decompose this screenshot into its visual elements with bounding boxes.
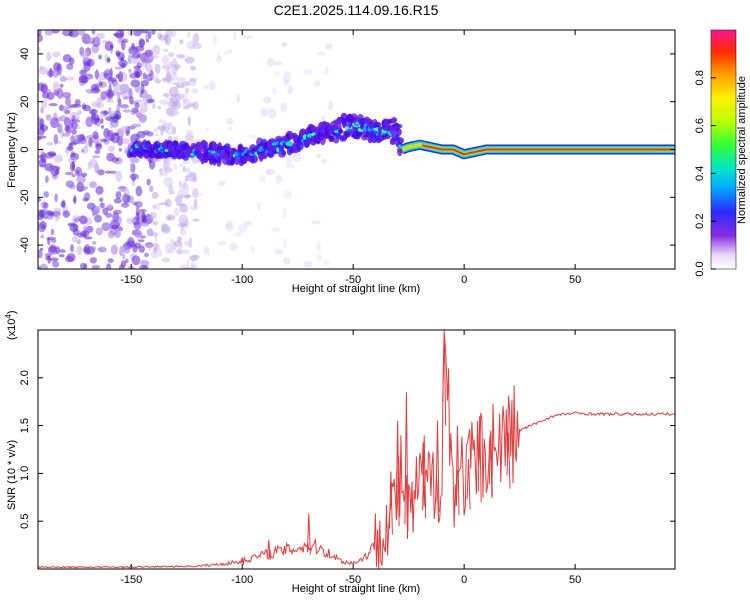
spectrogram-x-tick: -100	[231, 274, 253, 286]
snr-spike	[306, 513, 311, 555]
snr-y-tick: 2.0	[19, 370, 31, 385]
snr-x-tick: 0	[461, 574, 467, 586]
snr-plot-area	[38, 330, 675, 569]
snr-x-label: Height of straight line (km)	[292, 583, 420, 595]
snr-spike	[466, 459, 471, 510]
snr-spike	[395, 420, 400, 527]
snr-spike	[404, 392, 409, 531]
spectrogram-x-tick: -150	[120, 274, 142, 286]
snr-y-tick: 0.5	[19, 514, 31, 529]
spectrogram-y-tick: 20	[19, 96, 31, 108]
spectrogram-axes: -150 -100 -50 0 50 -40 -20 0 20 40	[19, 30, 675, 286]
snr-spike	[435, 420, 440, 512]
colorbar-tick: 0.0	[694, 261, 706, 276]
colorbar-tick: 0.2	[694, 214, 706, 229]
colorbar-tick: 0.8	[694, 70, 706, 85]
snr-x-tick: 50	[569, 574, 581, 586]
snr-spike	[240, 557, 245, 565]
snr-axes: -150 -100 -50 0 50 0.5 1.0 1.5 2.0	[19, 330, 675, 586]
spectrogram-x-label: Height of straight line (km)	[292, 283, 420, 295]
snr-x-tick: -50	[345, 574, 361, 586]
snr-frame	[37, 329, 676, 570]
snr-spike	[455, 425, 460, 516]
colorbar-tick: 0.4	[694, 166, 706, 181]
spectrogram-y-tick: -20	[19, 189, 31, 205]
spectrogram-y-tick: -40	[19, 237, 31, 253]
snr-y-tick: 1.5	[19, 418, 31, 433]
snr-y-label: SNR (10 * v/v)	[6, 440, 18, 510]
spectrogram-y-tick: 0	[19, 146, 31, 152]
snr-spike	[488, 430, 493, 497]
spectrogram-y-label: Frequency (Hz)	[6, 112, 18, 188]
chart-title: C2E1.2025.114.09.16.R15	[274, 2, 439, 18]
snr-spike	[442, 330, 447, 426]
spectrogram-y-tick: 40	[19, 48, 31, 60]
colorbar-label: Normalized spectral amplitude	[736, 76, 748, 224]
snr-x-tick: -100	[231, 574, 253, 586]
snr-exponent-label: (x104)	[4, 310, 19, 340]
snr-y-tick: 1.0	[19, 466, 31, 481]
colorbar-ticks: 0.0 0.2 0.4 0.6 0.8	[694, 70, 716, 277]
snr-line	[38, 333, 675, 569]
snr-spike	[266, 540, 271, 560]
snr-spike	[422, 435, 427, 519]
snr-x-tick: -150	[120, 574, 142, 586]
spectrogram-x-tick: 50	[569, 274, 581, 286]
spectrogram-heatmap	[38, 30, 675, 269]
colorbar-tick: 0.6	[694, 118, 706, 133]
snr-spike	[388, 471, 393, 535]
snr-spike	[506, 433, 511, 489]
snr-spike	[477, 415, 482, 503]
spectrogram-x-tick: 0	[461, 274, 467, 286]
spectrogram-x-tick: -50	[345, 274, 361, 286]
colorbar	[710, 29, 737, 270]
